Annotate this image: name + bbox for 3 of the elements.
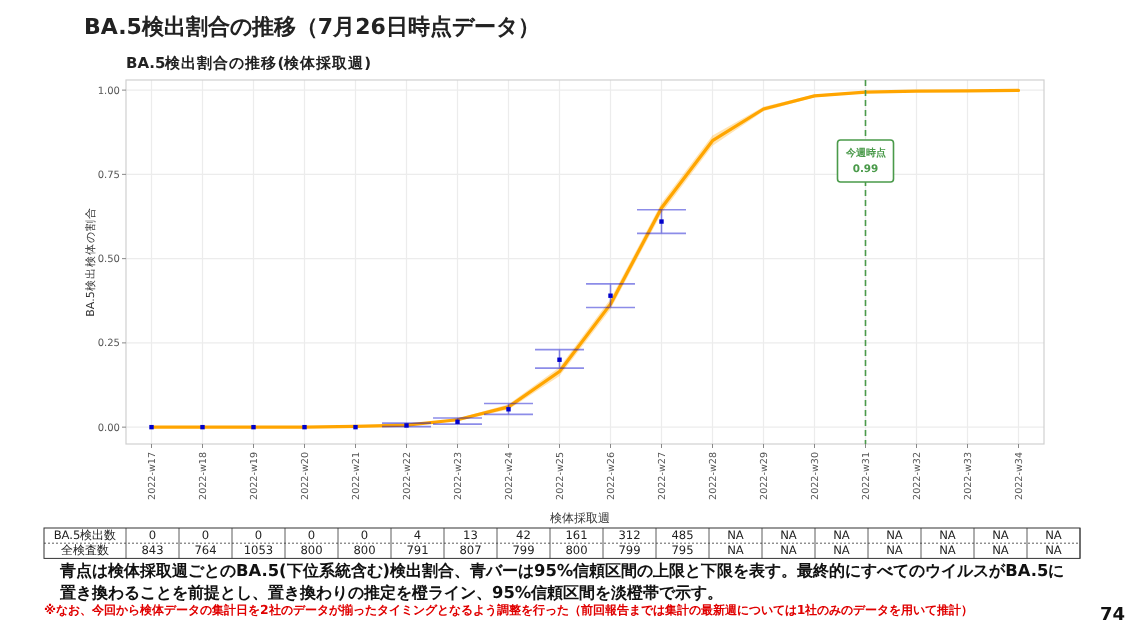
chart-title: BA.5検出割合の推移（7月26日時点データ） bbox=[84, 14, 540, 40]
text: 74 bbox=[1100, 606, 1126, 626]
text: 青点は検体採取週ごとのBA.5(下位系統含む)検出割合、青バーは95%信頼区間の上限と下限を表す。最終的にすべてのウイルスがBA.5に置き換わることを前提とし、置き換わりの推定を橙ライン、95%信頼区間を淡橙帯で示す。 bbox=[60, 560, 1067, 602]
